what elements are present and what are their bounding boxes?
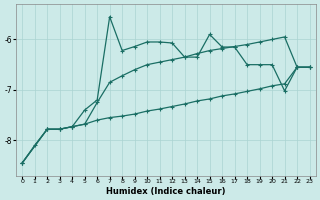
X-axis label: Humidex (Indice chaleur): Humidex (Indice chaleur): [106, 187, 226, 196]
